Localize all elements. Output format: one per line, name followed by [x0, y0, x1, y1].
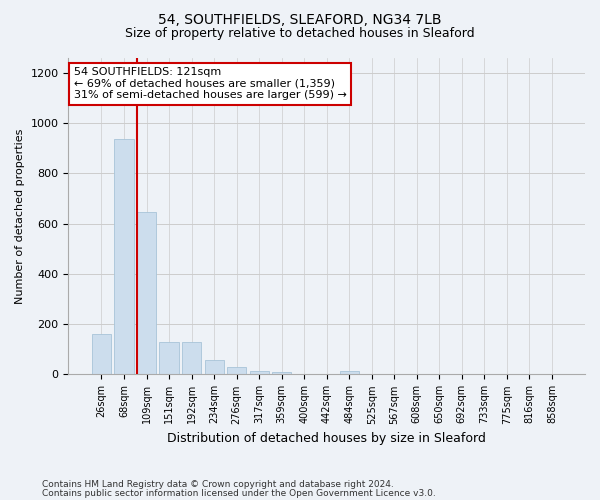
Text: 54, SOUTHFIELDS, SLEAFORD, NG34 7LB: 54, SOUTHFIELDS, SLEAFORD, NG34 7LB: [158, 12, 442, 26]
Bar: [182, 342, 201, 374]
Bar: [205, 360, 224, 374]
Bar: [92, 334, 111, 374]
Bar: [160, 342, 179, 374]
Y-axis label: Number of detached properties: Number of detached properties: [15, 128, 25, 304]
Text: Size of property relative to detached houses in Sleaford: Size of property relative to detached ho…: [125, 28, 475, 40]
Bar: [227, 367, 246, 374]
Bar: [340, 371, 359, 374]
Bar: [137, 212, 156, 374]
Text: Contains public sector information licensed under the Open Government Licence v3: Contains public sector information licen…: [42, 489, 436, 498]
Text: 54 SOUTHFIELDS: 121sqm
← 69% of detached houses are smaller (1,359)
31% of semi-: 54 SOUTHFIELDS: 121sqm ← 69% of detached…: [74, 67, 346, 100]
Bar: [115, 140, 134, 374]
X-axis label: Distribution of detached houses by size in Sleaford: Distribution of detached houses by size …: [167, 432, 486, 445]
Bar: [250, 370, 269, 374]
Text: Contains HM Land Registry data © Crown copyright and database right 2024.: Contains HM Land Registry data © Crown c…: [42, 480, 394, 489]
Bar: [272, 372, 291, 374]
